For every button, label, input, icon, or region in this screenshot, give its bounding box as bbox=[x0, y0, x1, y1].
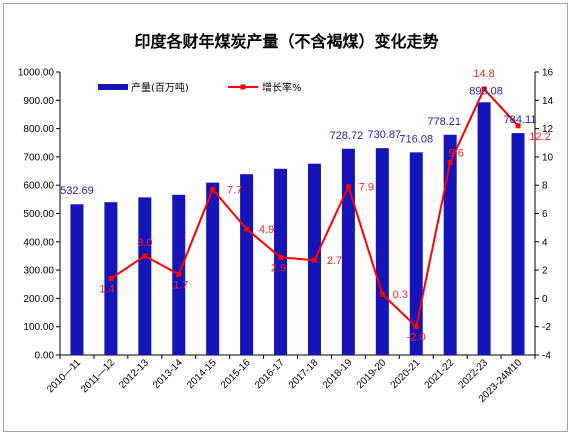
legend-line-marker bbox=[240, 84, 246, 90]
growth-rate-point bbox=[244, 226, 250, 232]
right-tick-label: 14 bbox=[542, 96, 554, 107]
right-tick-label: -2 bbox=[542, 322, 551, 333]
line-data-label: 2.7 bbox=[327, 255, 342, 267]
x-tick-label: 2020-21 bbox=[389, 357, 423, 391]
bar bbox=[341, 148, 355, 355]
x-tick-label: 2011—12 bbox=[79, 357, 117, 395]
line-data-label: 12.2 bbox=[529, 131, 550, 143]
x-tick-label: 2014-15 bbox=[185, 357, 219, 391]
line-data-label: 1.7 bbox=[173, 279, 188, 291]
bar bbox=[375, 148, 389, 355]
right-tick-label: 2 bbox=[542, 266, 548, 277]
right-tick-label: 16 bbox=[542, 68, 554, 79]
line-data-label: 7.9 bbox=[359, 182, 374, 194]
right-tick-label: 0 bbox=[542, 294, 548, 305]
growth-rate-point bbox=[447, 160, 453, 166]
x-tick-label: 2015-16 bbox=[219, 357, 253, 391]
growth-rate-point bbox=[379, 291, 385, 297]
growth-rate-point bbox=[210, 186, 216, 192]
left-tick-label: 200.00 bbox=[23, 294, 54, 305]
bar-data-label: 728.72 bbox=[330, 130, 364, 142]
left-tick-label: 600.00 bbox=[23, 181, 54, 192]
left-tick-label: 800.00 bbox=[23, 124, 54, 135]
right-tick-label: 8 bbox=[542, 181, 548, 192]
bar bbox=[409, 152, 423, 355]
growth-rate-point bbox=[278, 254, 284, 260]
bar bbox=[511, 133, 525, 355]
line-data-label: 7.7 bbox=[227, 184, 242, 196]
line-data-label: 2.9 bbox=[271, 262, 286, 274]
left-tick-label: 300.00 bbox=[23, 266, 54, 277]
left-tick-label: 500.00 bbox=[23, 209, 54, 220]
x-tick-label: 2012-13 bbox=[117, 357, 151, 391]
growth-rate-point bbox=[176, 271, 182, 277]
left-tick-label: 100.00 bbox=[23, 322, 54, 333]
bar bbox=[138, 197, 152, 355]
line-data-label: 0.3 bbox=[393, 289, 408, 301]
bar bbox=[443, 134, 457, 355]
x-tick-label: 2017-18 bbox=[287, 357, 321, 391]
line-data-label: 3.0 bbox=[137, 237, 152, 249]
bar-data-label: 778.21 bbox=[427, 116, 461, 128]
x-tick-label: 2018-19 bbox=[321, 357, 355, 391]
growth-rate-point bbox=[515, 123, 521, 129]
bar bbox=[240, 174, 254, 355]
right-tick-label: 12 bbox=[542, 124, 554, 135]
line-data-label: 4.9 bbox=[259, 224, 274, 236]
growth-rate-point bbox=[345, 184, 351, 190]
x-tick-label: 2013-14 bbox=[151, 357, 185, 391]
x-tick-label: 2022-23 bbox=[456, 357, 490, 391]
x-tick-label: 2019-20 bbox=[355, 357, 389, 391]
bar-data-label: 532.69 bbox=[60, 185, 94, 197]
legend-bar-label: 产量(百万吨) bbox=[131, 81, 189, 94]
right-tick-label: 6 bbox=[542, 209, 548, 220]
growth-rate-point bbox=[311, 257, 317, 263]
legend-bar-swatch bbox=[98, 84, 128, 90]
x-tick-label: 2021-22 bbox=[423, 357, 457, 391]
left-tick-label: 1000.00 bbox=[18, 68, 55, 79]
line-data-label: 14.8 bbox=[473, 68, 494, 80]
chart-title: 印度各财年煤炭产量（不含褐煤）变化走势 bbox=[134, 32, 439, 51]
bar-data-label: 716.08 bbox=[399, 133, 433, 145]
left-tick-label: 0.00 bbox=[35, 351, 55, 362]
growth-rate-point bbox=[108, 276, 114, 282]
bar-data-label: 730.87 bbox=[367, 129, 401, 141]
growth-rate-point bbox=[481, 86, 487, 92]
left-tick-label: 400.00 bbox=[23, 237, 54, 248]
line-data-label: 1.4 bbox=[99, 284, 114, 296]
bar bbox=[274, 168, 288, 355]
left-tick-label: 700.00 bbox=[23, 152, 54, 163]
x-tick-label: 2010—11 bbox=[45, 357, 83, 395]
bar bbox=[70, 204, 84, 355]
left-tick-label: 900.00 bbox=[23, 96, 54, 107]
line-data-label: -2.0 bbox=[407, 332, 426, 344]
right-tick-label: 10 bbox=[542, 152, 554, 163]
right-tick-label: 4 bbox=[542, 237, 548, 248]
bar bbox=[477, 102, 491, 355]
growth-rate-point bbox=[413, 324, 419, 330]
legend-line-label: 增长率% bbox=[262, 81, 302, 94]
bar-data-label: 784.11 bbox=[504, 114, 537, 126]
growth-rate-point bbox=[142, 253, 148, 259]
right-tick-label: -4 bbox=[542, 351, 551, 362]
x-tick-label: 2016-17 bbox=[253, 357, 287, 391]
bar-data-label: 893.08 bbox=[469, 85, 503, 97]
bar bbox=[206, 182, 220, 355]
line-data-label: 9.6 bbox=[449, 148, 464, 160]
